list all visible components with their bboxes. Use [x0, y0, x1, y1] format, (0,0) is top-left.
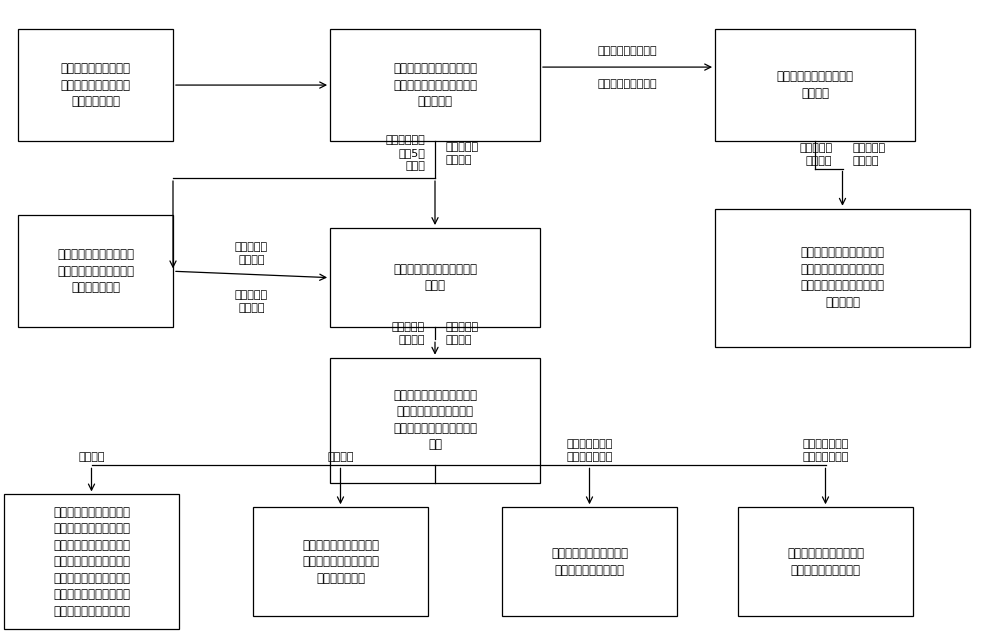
- Text: 高液位探测头有信号: 高液位探测头有信号: [598, 46, 657, 55]
- FancyBboxPatch shape: [330, 358, 540, 483]
- FancyBboxPatch shape: [18, 215, 173, 327]
- FancyBboxPatch shape: [715, 29, 915, 141]
- Text: 低液位探测
头无信号: 低液位探测 头无信号: [235, 290, 268, 313]
- FancyBboxPatch shape: [330, 29, 540, 141]
- Text: 开启墨水阀，读取液位传
感器的高液位探测头及低
液位探测头信号: 开启墨水阀，读取液位传 感器的高液位探测头及低 液位探测头信号: [57, 248, 134, 294]
- Text: 关闭墨水阀，开启注入阀及
抽取阀: 关闭墨水阀，开启注入阀及 抽取阀: [393, 263, 477, 292]
- FancyBboxPatch shape: [18, 29, 173, 141]
- Text: 给出墨水盒中墨水已用尽
的警报，将墨水的实际计
量次数与此前的统计平均
值进行再次加权平均，得
到新的统计平均值，并以
此新的统计平均值作为下
一墨水的记录次数: 给出墨水盒中墨水已用尽 的警报，将墨水的实际计 量次数与此前的统计平均 值进行再…: [53, 506, 130, 618]
- FancyBboxPatch shape: [715, 209, 970, 347]
- Text: 低液位探测
头无信号: 低液位探测 头无信号: [445, 322, 478, 345]
- Text: 计量次数大于基
准测量次数很多: 计量次数大于基 准测量次数很多: [566, 439, 613, 462]
- Text: 开启墨水阀；读取液位传感
器的高液位探测头及低液位
探测头信号: 开启墨水阀；读取液位传感 器的高液位探测头及低液位 探测头信号: [393, 62, 477, 108]
- Text: 给出墨水盒中墨水已用尽
的警报，舍弃本盒墨水盒
的计量次数数据: 给出墨水盒中墨水已用尽 的警报，舍弃本盒墨水盒 的计量次数数据: [302, 539, 379, 585]
- Text: 初步判别墨水盒中墨水已用
尽，记录墨水实际计量次
数，并与此前的统计平均值
比对: 初步判别墨水盒中墨水已用 尽，记录墨水实际计量次 数，并与此前的统计平均值 比对: [393, 389, 477, 451]
- FancyBboxPatch shape: [253, 507, 428, 616]
- Text: 关闭墨水阀，开启注入阀
及抽取阀: 关闭墨水阀，开启注入阀 及抽取阀: [776, 71, 854, 100]
- Text: 高液位探测
头无信号: 高液位探测 头无信号: [799, 143, 832, 166]
- Text: 计量次数小于基
准测量次数很多: 计量次数小于基 准测量次数很多: [802, 439, 849, 462]
- FancyBboxPatch shape: [738, 507, 913, 616]
- Text: 高液位探测
头无信号: 高液位探测 头无信号: [392, 322, 425, 345]
- Text: 误差较小: 误差较小: [78, 452, 105, 462]
- Text: 低液位探测
头无信号: 低液位探测 头无信号: [852, 143, 886, 166]
- Text: 给出墨水盒已空、耗材添
加回路堵塞的警示提醒: 给出墨水盒已空、耗材添 加回路堵塞的警示提醒: [551, 547, 628, 577]
- FancyBboxPatch shape: [330, 228, 540, 327]
- FancyBboxPatch shape: [4, 494, 179, 629]
- Text: 低液位探测头有信号: 低液位探测头有信号: [598, 78, 657, 89]
- Text: 给出墨水盒已空、耗材添
加回路泄漏的警示提醒: 给出墨水盒已空、耗材添 加回路泄漏的警示提醒: [787, 547, 864, 577]
- Text: 评估装置接收到墨水添
加请求，立即读取当前
墨水盒余量数据: 评估装置接收到墨水添 加请求，立即读取当前 墨水盒余量数据: [60, 62, 130, 108]
- Text: 关闭注入阀及抽取阀，评估
装置记录一次计量次数，累
计并刷新余量数据，继续等
待添加请求: 关闭注入阀及抽取阀，评估 装置记录一次计量次数，累 计并刷新余量数据，继续等 待…: [800, 247, 885, 309]
- Text: 高液位探测头
持续5秒
无信号: 高液位探测头 持续5秒 无信号: [385, 135, 425, 171]
- FancyBboxPatch shape: [502, 507, 677, 616]
- Text: 低液位探测
头有信号: 低液位探测 头有信号: [445, 142, 478, 165]
- Text: 误差较大: 误差较大: [327, 452, 354, 462]
- Text: 高液位探测
头无信号: 高液位探测 头无信号: [235, 242, 268, 265]
